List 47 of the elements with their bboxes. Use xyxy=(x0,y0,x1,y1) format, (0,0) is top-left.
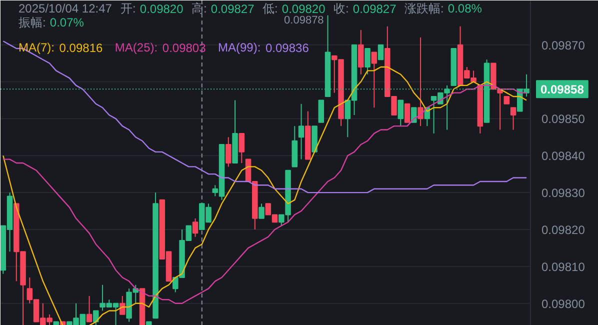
annotation: 高: xyxy=(192,2,207,16)
annotation: 振幅: xyxy=(18,16,46,30)
candlestick xyxy=(378,44,384,60)
candlestick xyxy=(258,203,264,219)
candlestick xyxy=(192,218,198,238)
candlestick xyxy=(226,136,232,168)
annotation: 0.08% xyxy=(448,2,482,16)
annotation: 0.09836 xyxy=(266,41,310,55)
line-series xyxy=(2,40,528,194)
ref-line-label: 0.09858 xyxy=(540,82,584,97)
candlestick xyxy=(318,100,324,123)
annotation: 0.09803 xyxy=(162,41,206,55)
annotation: 收: xyxy=(334,2,349,16)
y-tick-label: 0.09870 xyxy=(542,38,586,52)
annotation: 0.07% xyxy=(50,16,84,30)
annotation: 0.09820 xyxy=(282,2,326,16)
candlestick xyxy=(120,295,126,315)
candlestick xyxy=(358,30,364,75)
y-tick-label: 0.09830 xyxy=(542,186,586,200)
y-tick-label: 0.09800 xyxy=(542,296,586,311)
annotation: 涨跌幅: xyxy=(404,2,444,16)
candlestick xyxy=(238,132,245,164)
annotation: 低: xyxy=(262,2,278,16)
annotation: 0.09827 xyxy=(352,2,397,16)
annotation: 0.09878 xyxy=(284,14,324,26)
y-tick-label: 0.09850 xyxy=(542,112,586,126)
candlestick xyxy=(86,295,92,322)
candlestick xyxy=(93,310,99,325)
annotation: 0.09820 xyxy=(140,2,184,16)
candlestick xyxy=(371,52,378,108)
candlestick xyxy=(404,103,410,123)
y-tick-label: 0.09810 xyxy=(542,260,586,274)
text: MA(7): xyxy=(18,40,54,54)
annotation: 0.09816 xyxy=(59,41,104,55)
annotation: 2025/10/04 12:47 xyxy=(18,2,112,16)
annotation: 0.09827 xyxy=(210,2,255,16)
candlestick xyxy=(298,103,304,160)
y-tick-label: 0.09840 xyxy=(542,149,586,164)
candlestick xyxy=(364,48,370,75)
candlestick xyxy=(510,107,516,130)
candlestick xyxy=(411,107,417,123)
annotation: 开: xyxy=(120,2,136,16)
candlestick xyxy=(398,100,404,127)
candlestick xyxy=(418,36,424,127)
text: MA(99): xyxy=(218,40,261,54)
y-tick-label: 0.09820 xyxy=(542,222,586,237)
text: MA(25): xyxy=(114,40,158,54)
